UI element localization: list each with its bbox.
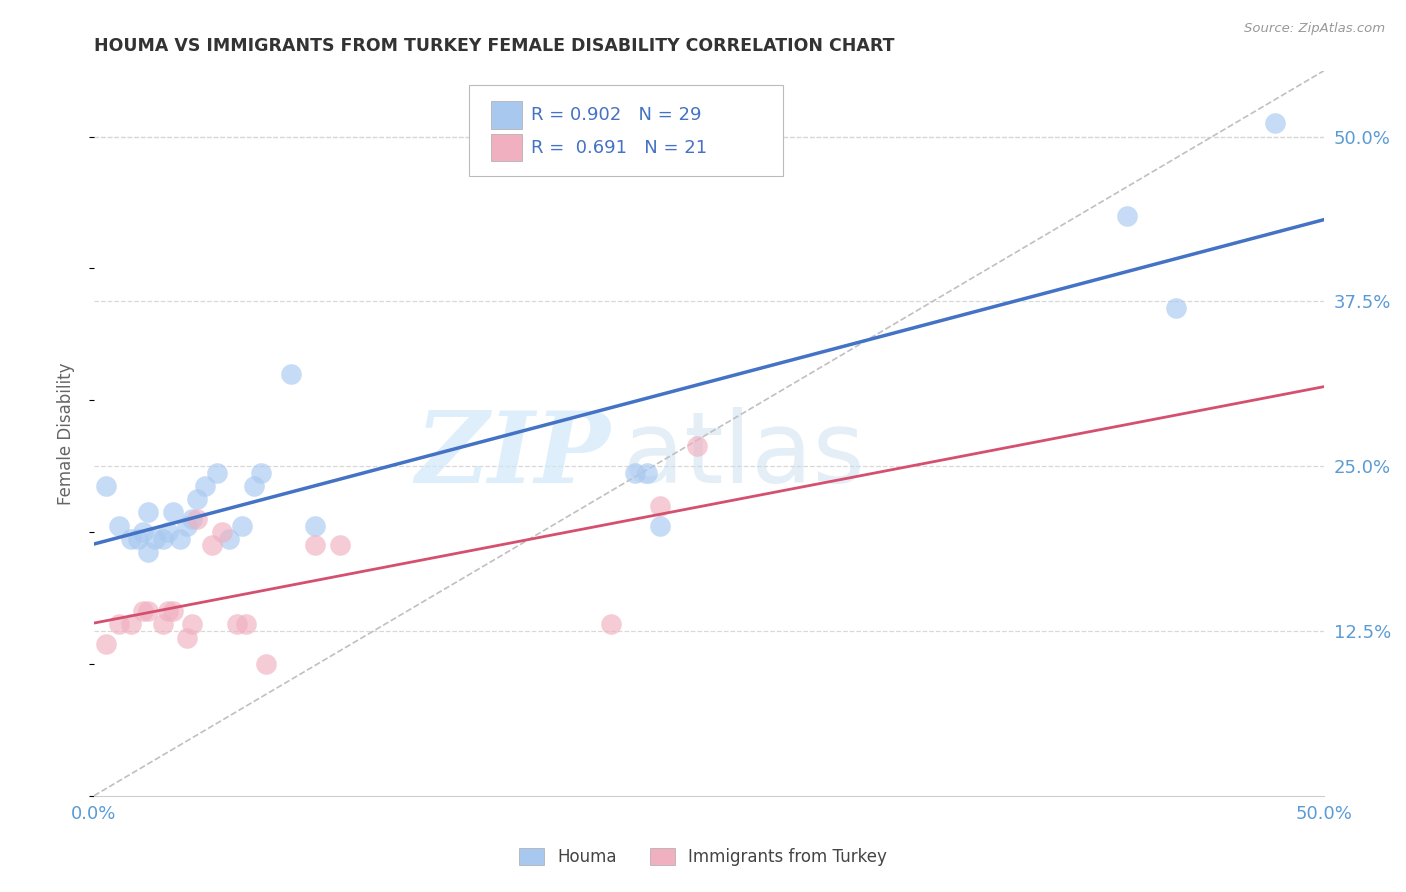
Point (636, 466, 658, 480)
Point (205, 466, 228, 480)
Text: atlas: atlas (623, 407, 865, 503)
Point (176, 518, 198, 533)
Point (169, 532, 191, 546)
Text: HOUMA VS IMMIGRANTS FROM TURKEY FEMALE DISABILITY CORRELATION CHART: HOUMA VS IMMIGRANTS FROM TURKEY FEMALE D… (94, 37, 894, 55)
Point (1264, 116, 1286, 130)
Text: ZIP: ZIP (416, 407, 610, 503)
Point (280, 367, 302, 381)
Point (152, 617, 174, 632)
Point (304, 538, 326, 552)
Point (156, 604, 179, 618)
FancyBboxPatch shape (470, 86, 783, 176)
Y-axis label: Female Disability: Female Disability (58, 362, 75, 505)
Point (599, 617, 621, 632)
Point (136, 604, 159, 618)
Point (156, 525, 179, 540)
Point (685, 439, 707, 453)
Point (225, 617, 247, 632)
Point (162, 505, 184, 519)
Point (211, 525, 233, 540)
FancyBboxPatch shape (491, 101, 522, 128)
Point (235, 617, 257, 632)
Point (162, 604, 184, 618)
Point (243, 479, 266, 493)
Point (181, 512, 204, 526)
Point (1116, 209, 1139, 223)
FancyBboxPatch shape (491, 134, 522, 161)
Point (329, 538, 352, 552)
Point (1166, 301, 1188, 315)
Point (194, 479, 217, 493)
Point (176, 631, 198, 645)
Point (624, 466, 647, 480)
Point (254, 657, 277, 671)
Point (136, 505, 159, 519)
Point (120, 532, 142, 546)
Point (127, 532, 149, 546)
Text: Source: ZipAtlas.com: Source: ZipAtlas.com (1244, 22, 1385, 36)
Point (648, 518, 671, 533)
Point (132, 604, 155, 618)
Point (107, 518, 129, 533)
Point (201, 538, 224, 552)
Point (648, 499, 671, 513)
Point (96, 637, 118, 651)
Point (145, 532, 167, 546)
Text: R =  0.691   N = 21: R = 0.691 N = 21 (530, 138, 707, 157)
Point (186, 512, 208, 526)
Point (107, 617, 129, 632)
Point (132, 525, 155, 540)
Point (96, 479, 118, 493)
Point (231, 518, 253, 533)
Point (181, 617, 204, 632)
Text: R = 0.902   N = 29: R = 0.902 N = 29 (530, 106, 702, 124)
Point (152, 532, 174, 546)
Point (250, 466, 273, 480)
Point (136, 545, 159, 559)
Point (218, 532, 240, 546)
Point (304, 518, 326, 533)
Point (186, 492, 208, 507)
Point (120, 617, 142, 632)
Legend: Houma, Immigrants from Turkey: Houma, Immigrants from Turkey (510, 840, 896, 875)
